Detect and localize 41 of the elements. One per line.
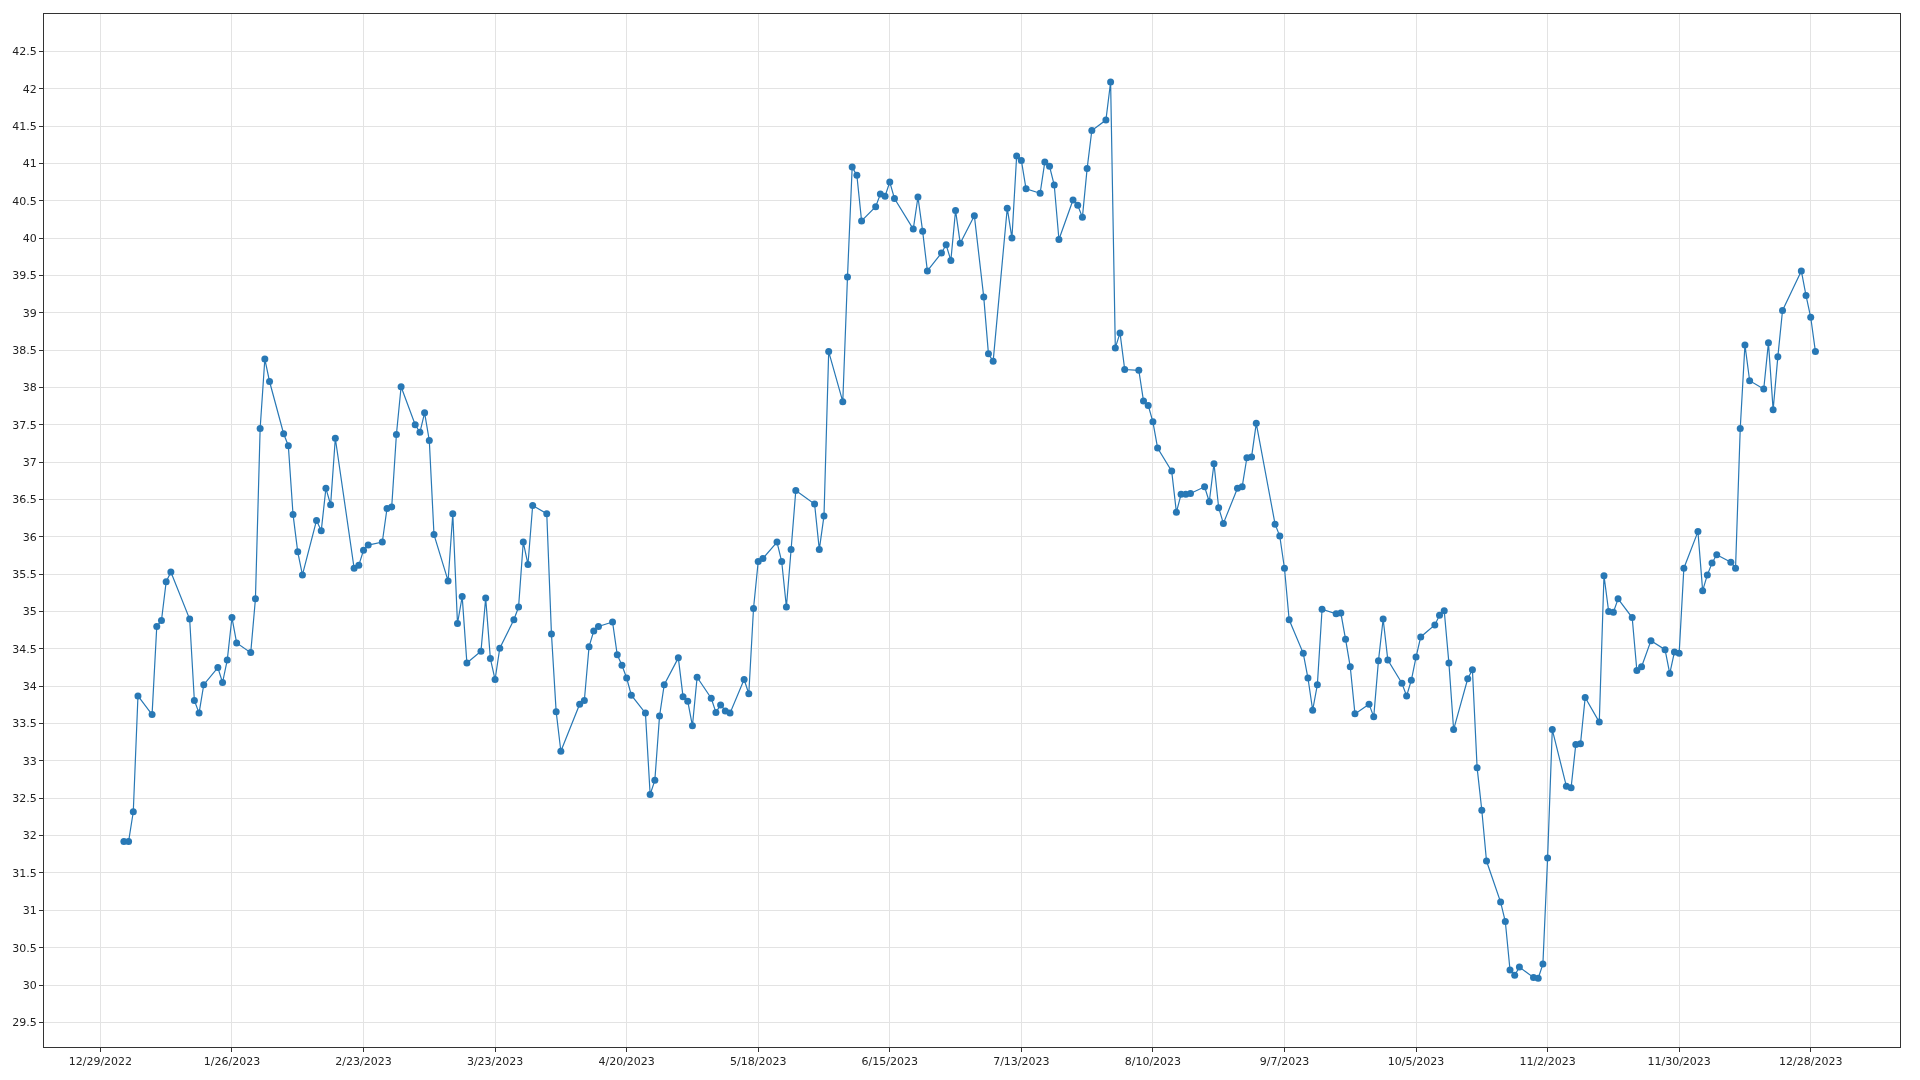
y-tick-label: 40.5: [12, 194, 37, 208]
x-tick-label: 12/29/2022: [68, 1055, 133, 1069]
y-tick-label: 41: [22, 157, 37, 171]
y-tick-label: 29.5: [12, 1016, 37, 1030]
x-tick-label: 11/30/2023: [1647, 1055, 1711, 1069]
y-tick-label: 33: [22, 754, 37, 768]
x-tick-label: 8/10/2023: [1124, 1055, 1182, 1069]
y-tick-label: 37.5: [12, 418, 37, 432]
x-tick-label: 7/13/2023: [993, 1055, 1050, 1069]
x-tick-label: 1/26/2023: [203, 1055, 261, 1069]
y-tick-label: 36.5: [12, 493, 37, 507]
y-tick-label: 42.5: [12, 45, 37, 59]
y-tick-label: 33.5: [12, 717, 37, 731]
y-tick-label: 39.5: [12, 269, 37, 283]
x-tick-label: 9/7/2023: [1259, 1055, 1310, 1069]
y-tick-label: 36: [22, 530, 37, 544]
y-tick-label: 41.5: [12, 119, 37, 133]
y-tick-label: 32: [22, 829, 37, 843]
y-tick-label: 40: [22, 231, 37, 245]
y-tick-label: 34.5: [12, 642, 37, 656]
y-tick-label: 30: [22, 978, 37, 992]
y-tick-label: 38.5: [12, 343, 37, 357]
y-tick-label: 35: [22, 605, 37, 619]
x-tick-label: 4/20/2023: [598, 1055, 655, 1069]
y-tick-label: 35.5: [12, 568, 37, 582]
x-tick-label: 5/18/2023: [730, 1055, 787, 1069]
y-tick-label: 31: [22, 904, 37, 918]
y-tick-label: 37: [22, 456, 37, 470]
x-tick-label: 10/5/2023: [1387, 1055, 1445, 1069]
y-tick-label: 42: [22, 82, 37, 96]
y-tick-label: 38: [22, 381, 37, 395]
y-tick-label: 31.5: [12, 866, 37, 880]
x-tick-label: 2/23/2023: [335, 1055, 392, 1069]
x-tick-label: 12/28/2023: [1779, 1055, 1843, 1069]
x-tick-label: 3/23/2023: [466, 1055, 524, 1069]
y-tick-label: 32.5: [12, 792, 37, 806]
x-tick-label: 6/15/2023: [861, 1055, 918, 1069]
y-tick-label: 39: [22, 306, 37, 320]
y-tick-label: 30.5: [12, 941, 37, 955]
x-tick-label: 11/2/2023: [1519, 1055, 1576, 1069]
y-tick-label: 34: [22, 680, 37, 694]
